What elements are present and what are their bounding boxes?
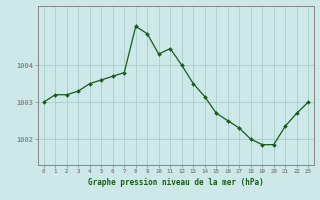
X-axis label: Graphe pression niveau de la mer (hPa): Graphe pression niveau de la mer (hPa) (88, 178, 264, 187)
